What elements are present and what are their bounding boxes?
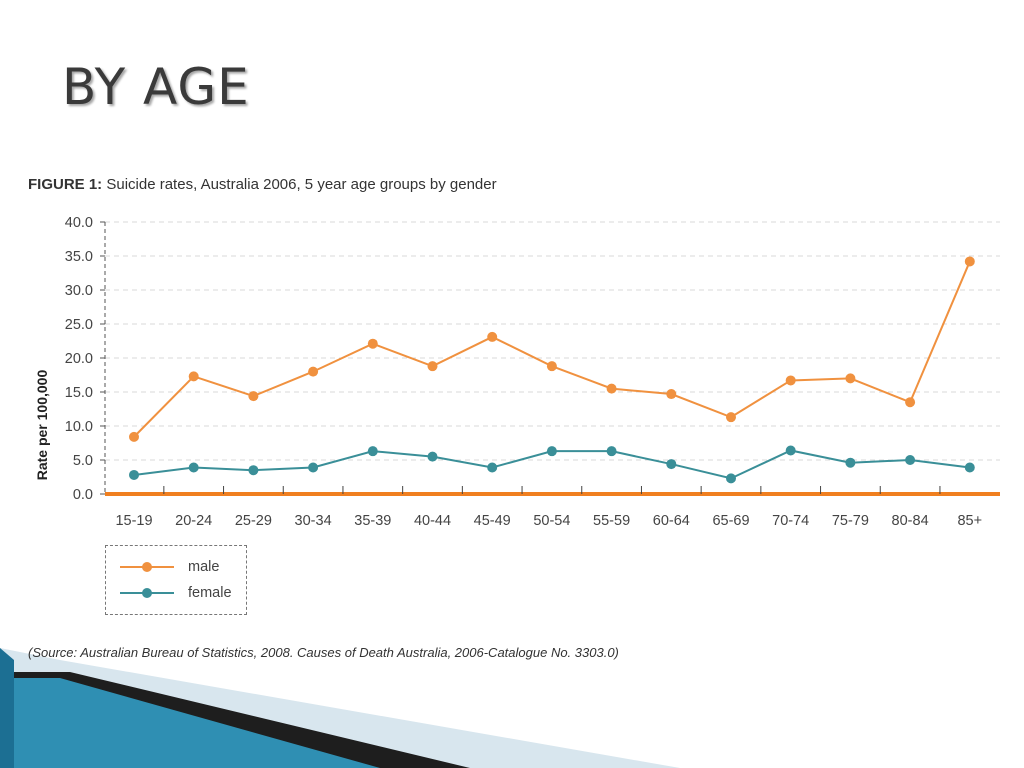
- data-point-female: [726, 473, 736, 484]
- data-point-female: [427, 451, 438, 462]
- y-tick-label: 20.0: [65, 351, 93, 367]
- y-tick-label: 35.0: [65, 249, 93, 265]
- y-tick-label: 25.0: [65, 317, 93, 333]
- data-point-female: [129, 469, 139, 480]
- data-point-male: [188, 371, 199, 382]
- x-tick-label: 65-69: [712, 513, 749, 529]
- axes: [100, 221, 1000, 496]
- data-point-male: [546, 361, 557, 372]
- data-point-male: [666, 389, 677, 400]
- x-tick-label: 40-44: [414, 513, 451, 529]
- y-tick-label: 30.0: [65, 283, 93, 299]
- x-tick-labels: 15-19 20-24 25-29 30-34 35-39 40-44 45-49 50-54…: [115, 513, 982, 529]
- data-point-male: [248, 391, 259, 402]
- x-tick-label: 15-19: [115, 513, 152, 529]
- data-point-female: [845, 457, 856, 468]
- x-tick-label: 45-49: [474, 513, 511, 529]
- x-tick-label: 20-24: [175, 513, 212, 529]
- data-point-female: [964, 462, 975, 473]
- data-point-female: [785, 445, 796, 456]
- slide-title: BY AGE: [62, 58, 250, 116]
- data-point-male: [487, 331, 498, 342]
- y-tick-label: 0.0: [73, 487, 93, 503]
- data-point-male: [845, 373, 856, 384]
- legend-swatch-female: [120, 587, 174, 599]
- x-tick-label: 55-59: [593, 513, 630, 529]
- data-point-female: [905, 455, 916, 465]
- data-point-male: [606, 383, 617, 394]
- data-point-male: [308, 366, 319, 377]
- data-point-female: [188, 462, 199, 473]
- series: [129, 256, 975, 484]
- y-tick-label: 40.0: [65, 215, 93, 231]
- legend-item-female: female: [120, 583, 232, 603]
- decor-blue-wedge: [0, 678, 380, 768]
- series-female: [129, 445, 975, 484]
- source-note: (Source: Australian Bureau of Statistics…: [28, 645, 619, 660]
- data-point-female: [367, 446, 378, 457]
- y-axis-label: Rate per 100,000: [34, 370, 50, 481]
- data-point-female: [666, 459, 677, 470]
- line-chart: Rate per 100,000 0.0 5.0 10.0 15.0 20.0 25.0 3…: [34, 215, 1000, 529]
- data-point-female: [487, 462, 498, 473]
- data-point-female: [248, 465, 259, 476]
- data-point-male: [785, 375, 796, 386]
- y-tick-label: 15.0: [65, 385, 93, 401]
- data-point-female: [546, 446, 557, 457]
- y-tick-label: 5.0: [73, 453, 93, 469]
- figure-caption-text: Suicide rates, Australia 2006, 5 year ag…: [106, 176, 497, 193]
- data-point-female: [606, 446, 617, 457]
- x-tick-label: 25-29: [235, 513, 272, 529]
- x-tick-label: 35-39: [354, 513, 391, 529]
- legend-item-male: male: [120, 557, 219, 577]
- x-tick-label: 30-34: [295, 513, 332, 529]
- x-tick-label: 75-79: [832, 513, 869, 529]
- legend-swatch-male: [120, 561, 174, 573]
- series-male: [129, 256, 975, 442]
- x-tick-label: 80-84: [892, 513, 929, 529]
- figure-label: FIGURE 1:: [28, 176, 103, 193]
- data-point-male: [964, 256, 975, 267]
- x-tick-label: 85+: [957, 513, 982, 529]
- data-point-female: [308, 462, 319, 473]
- decor-blue-edge: [0, 648, 14, 768]
- x-tick-label: 70-74: [772, 513, 809, 529]
- legend-label-male: male: [188, 559, 220, 575]
- figure-caption: FIGURE 1: Suicide rates, Australia 2006,…: [28, 176, 497, 193]
- x-tick-label: 60-64: [653, 513, 690, 529]
- legend-label-female: female: [188, 585, 232, 601]
- x-tick-label: 50-54: [533, 513, 570, 529]
- data-point-male: [129, 431, 139, 442]
- grid-lines: [105, 221, 1000, 461]
- data-point-male: [367, 338, 378, 349]
- y-tick-label: 10.0: [65, 419, 93, 435]
- y-tick-labels: 0.0 5.0 10.0 15.0 20.0 25.0 30.0 35.0 40.0: [65, 215, 93, 503]
- legend: male female: [105, 545, 247, 615]
- series-line-male: [133, 261, 971, 438]
- data-point-male: [726, 412, 736, 423]
- data-point-male: [905, 397, 916, 408]
- data-point-male: [427, 361, 438, 372]
